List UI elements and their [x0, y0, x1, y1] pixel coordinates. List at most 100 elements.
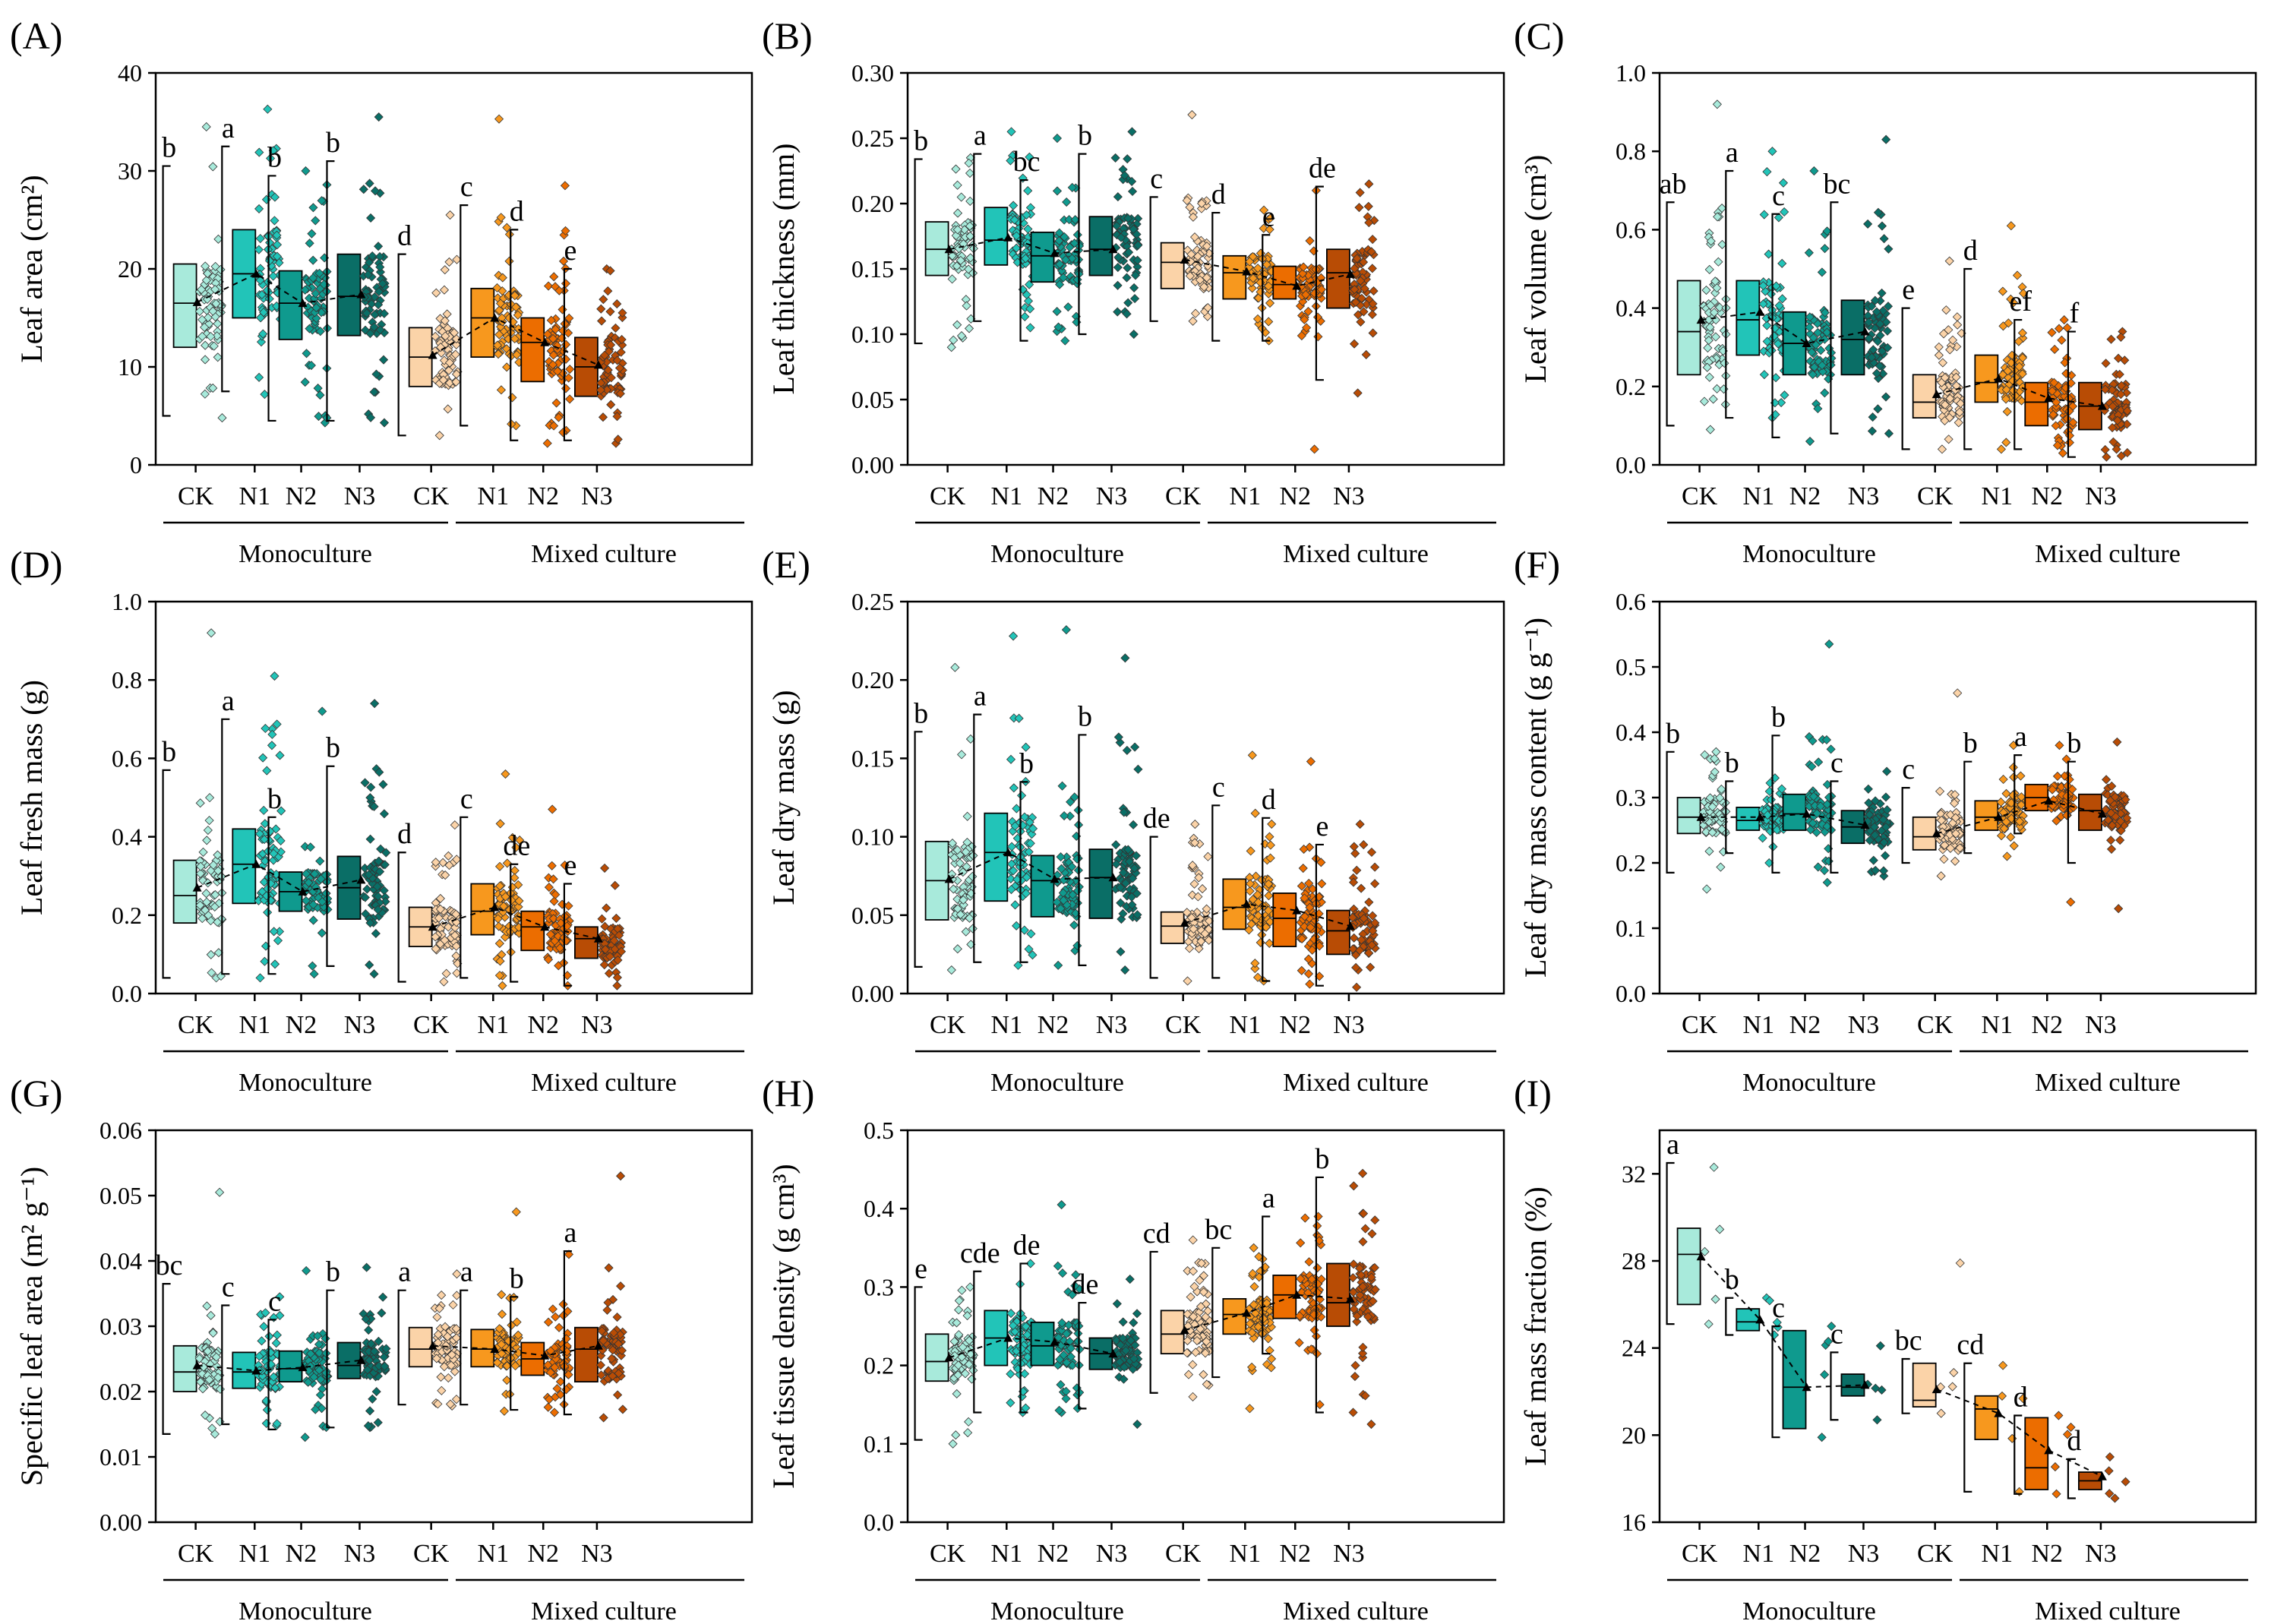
y-axis-label: Leaf fresh mass (g) — [14, 680, 49, 915]
data-point — [451, 333, 461, 344]
data-point — [1248, 273, 1258, 283]
y-tick-label: 10 — [118, 353, 142, 381]
group-label-monoculture: Monoculture — [238, 1069, 372, 1097]
data-point — [1055, 280, 1065, 289]
data-point — [1069, 920, 1079, 930]
box — [1974, 354, 1999, 403]
data-point — [451, 1395, 462, 1404]
data-point — [1262, 260, 1271, 270]
x-tick-label: N3 — [1096, 1011, 1128, 1039]
box — [470, 287, 495, 358]
data-point — [1060, 254, 1071, 265]
significance-letter: f — [2070, 298, 2080, 330]
x-tick-label: N1 — [991, 482, 1023, 510]
data-point — [496, 385, 507, 395]
data-point — [213, 234, 223, 244]
y-tick-label: 0.6 — [1616, 588, 1646, 615]
data-point — [213, 352, 223, 362]
data-point — [499, 1406, 510, 1416]
data-point — [548, 350, 558, 360]
data-point — [362, 1262, 371, 1272]
data-point — [375, 262, 385, 272]
whisker — [1771, 213, 1780, 438]
x-tick-label: CK — [930, 1540, 966, 1568]
x-tick-label: CK — [178, 1540, 214, 1568]
data-point — [1877, 221, 1887, 231]
data-point — [1247, 283, 1257, 293]
data-point — [1953, 688, 1963, 698]
data-point — [263, 908, 273, 918]
data-point — [1113, 262, 1123, 273]
whisker — [1963, 267, 1973, 450]
data-point — [2057, 335, 2067, 345]
data-point — [1317, 879, 1327, 889]
data-point — [1716, 308, 1726, 318]
box — [1736, 807, 1761, 831]
data-point — [600, 863, 610, 873]
group-label-mixed: Mixed culture — [1283, 540, 1429, 568]
data-point — [308, 273, 318, 283]
box — [1030, 231, 1055, 283]
data-point — [1706, 236, 1716, 246]
data-point — [1297, 269, 1308, 279]
data-point — [1357, 883, 1366, 893]
data-point — [266, 153, 276, 163]
x-tick-label: N2 — [1038, 1011, 1069, 1039]
significance-letter: a — [974, 681, 987, 712]
whisker — [1963, 760, 1973, 855]
data-point — [1188, 1266, 1199, 1276]
data-point — [1185, 202, 1195, 212]
data-point — [1710, 288, 1720, 298]
data-point — [2059, 315, 2069, 325]
data-point — [597, 914, 607, 924]
data-point — [1817, 267, 1827, 277]
data-point — [1111, 840, 1121, 850]
data-point — [1820, 244, 1830, 254]
significance-letter: de — [1143, 803, 1170, 835]
data-point — [374, 112, 384, 122]
data-point — [261, 723, 270, 734]
data-point — [1709, 308, 1719, 318]
data-point — [1954, 418, 1963, 428]
mean-trend-line — [1184, 258, 1351, 287]
data-point — [1873, 404, 1883, 414]
data-point — [510, 333, 520, 344]
data-point — [1116, 232, 1126, 242]
data-point — [373, 1417, 383, 1427]
data-point — [201, 122, 211, 132]
data-point — [613, 1390, 623, 1400]
y-axis-label: Leaf tissue density (g cm³) — [766, 1164, 801, 1488]
data-point — [552, 341, 562, 351]
data-point — [194, 306, 204, 317]
whisker — [1078, 153, 1087, 336]
box — [1222, 254, 1247, 300]
data-point — [1934, 342, 1944, 352]
x-tick-label: N3 — [344, 482, 376, 510]
y-tick-label: 0.30 — [851, 59, 894, 87]
data-point — [612, 1312, 622, 1322]
data-point — [1370, 862, 1380, 872]
data-point — [1122, 273, 1132, 283]
data-point — [1052, 186, 1063, 196]
x-tick-label: CK — [1165, 482, 1202, 510]
group-label-monoculture: Monoculture — [990, 540, 1124, 568]
data-point — [1132, 1419, 1142, 1430]
x-tick-label: N3 — [1096, 482, 1128, 510]
data-point — [617, 308, 627, 318]
x-tick-label: N1 — [1230, 482, 1262, 510]
data-point — [1367, 310, 1377, 320]
data-point — [1195, 275, 1205, 285]
data-point — [2002, 851, 2012, 861]
data-point — [1705, 322, 1715, 332]
significance-letter: a — [222, 112, 235, 144]
data-point — [365, 834, 375, 844]
data-point — [1056, 1379, 1066, 1390]
data-point — [951, 164, 961, 174]
data-point — [495, 819, 505, 829]
whisker — [1725, 169, 1734, 419]
data-point — [554, 1322, 564, 1332]
data-point — [557, 305, 567, 314]
group-label-mixed: Mixed culture — [2035, 540, 2181, 568]
data-point — [1313, 1212, 1323, 1221]
